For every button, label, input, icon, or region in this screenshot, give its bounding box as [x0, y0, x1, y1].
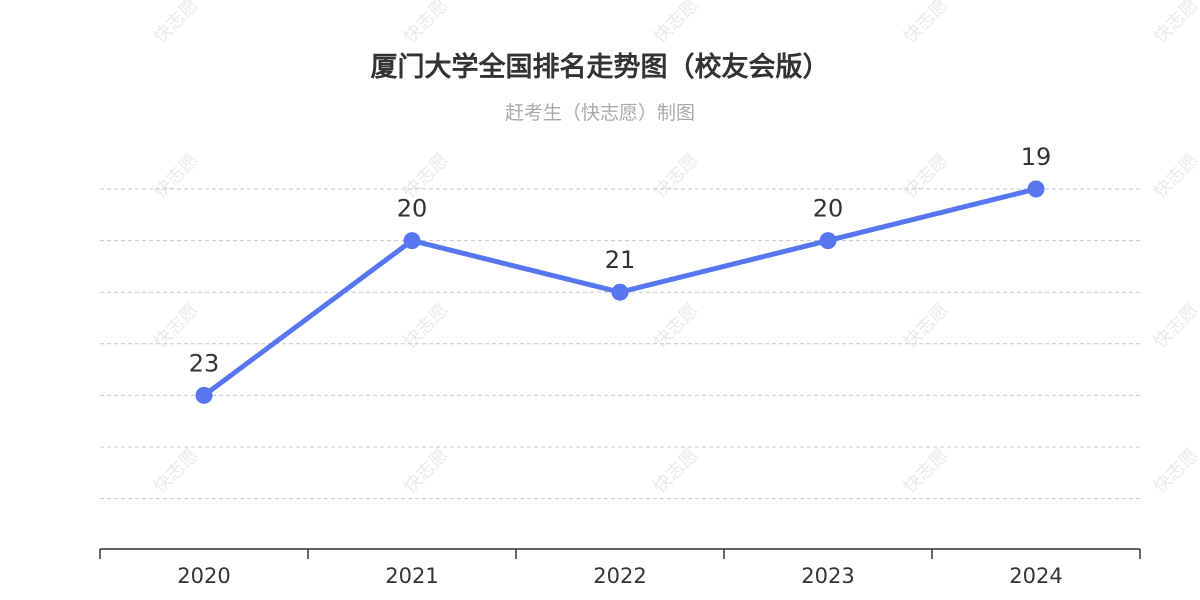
watermark-text: 快志愿 [900, 150, 953, 203]
watermark-text: 快志愿 [400, 445, 453, 498]
watermark-text: 快志愿 [650, 150, 703, 203]
data-label: 21 [605, 246, 636, 274]
x-tick-label: 2020 [177, 564, 230, 588]
watermark-text: 快志愿 [150, 0, 203, 48]
watermark-text: 快志愿 [900, 300, 953, 353]
watermark-text: 快志愿 [900, 0, 953, 48]
series-rank: 23 20 21 20 19 [189, 143, 1052, 404]
data-point [195, 386, 213, 404]
data-point [819, 232, 837, 250]
data-label: 20 [397, 195, 428, 223]
data-label: 19 [1021, 143, 1052, 171]
x-axis: 2020 2021 2022 2023 2024 [99, 548, 1141, 588]
watermark-text: 快志愿 [650, 0, 703, 48]
watermark-text: 快志愿 [150, 150, 203, 203]
chart-subtitle: 赶考生（快志愿）制图 [505, 102, 695, 124]
watermark-text: 快志愿 [900, 445, 953, 498]
watermark-text: 快志愿 [1150, 150, 1200, 203]
watermark-text: 快志愿 [400, 300, 453, 353]
data-label: 20 [813, 195, 844, 223]
data-point [403, 232, 421, 250]
watermark-text: 快志愿 [650, 445, 703, 498]
watermark-text: 快志愿 [1150, 445, 1200, 498]
x-tick-label: 2022 [593, 564, 646, 588]
data-label: 23 [189, 349, 220, 377]
x-tick-label: 2023 [801, 564, 854, 588]
watermark-text: 快志愿 [150, 445, 203, 498]
data-point [1027, 180, 1045, 198]
watermark-text: 快志愿 [400, 0, 453, 48]
x-tick-label: 2024 [1009, 564, 1062, 588]
chart-title: 厦门大学全国排名走势图（校友会版） [371, 51, 830, 83]
watermark-text: 快志愿 [1150, 300, 1200, 353]
data-point [611, 283, 629, 301]
watermark-text: 快志愿 [650, 300, 703, 353]
x-tick-label: 2021 [385, 564, 438, 588]
grid-lines [100, 188, 1140, 500]
watermark-text: 快志愿 [150, 300, 203, 353]
watermark-text: 快志愿 [1150, 0, 1200, 48]
